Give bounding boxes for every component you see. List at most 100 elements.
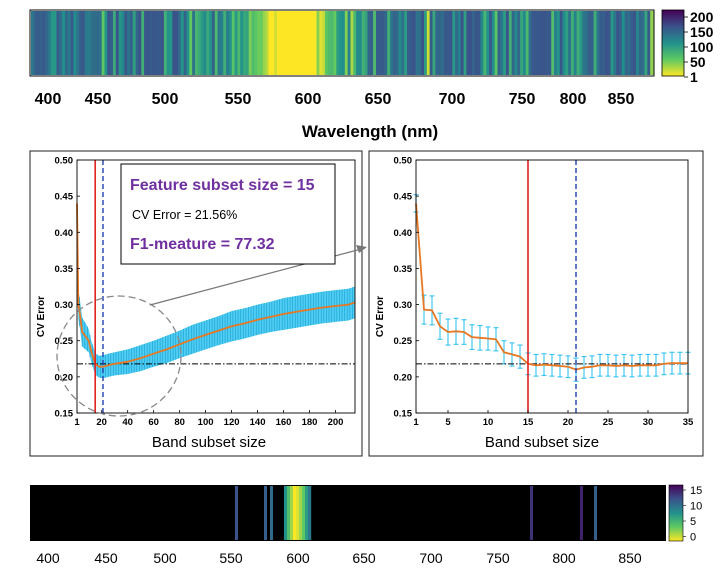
top-strip-band [568, 11, 572, 75]
top-strip-band [435, 11, 439, 75]
x-tick-label: 60 [148, 417, 159, 428]
top-strip-band [115, 11, 120, 75]
top-strip-band [132, 11, 137, 75]
left-chart: 0.150.200.250.300.350.400.450.501 20 40 60 8… [36, 156, 356, 451]
top-strip-band [129, 11, 134, 75]
top-strip-band [59, 11, 63, 75]
cv-error-text: CV Error = 21.56% [132, 208, 237, 222]
bottom-strip-tick-label: 650 [352, 550, 376, 566]
top-colorbar-tick-label: 150 [690, 24, 714, 40]
top-strip-band [517, 11, 521, 75]
top-strip-band [327, 11, 332, 75]
top-strip-band [56, 11, 60, 75]
bottom-strip-band [284, 486, 288, 540]
top-strip-band [206, 11, 210, 75]
bottom-strip-band [264, 486, 267, 540]
top-strip-band [163, 11, 168, 75]
y-tick-label: 0.30 [394, 300, 413, 311]
top-strip-band [325, 11, 329, 75]
top-strip-band [353, 11, 357, 75]
top-colorbar-tick-label: 200 [690, 9, 714, 25]
top-strip-band [186, 11, 190, 75]
top-strip-band [432, 11, 436, 75]
plot-axes-box [76, 159, 356, 414]
top-strip-band [358, 11, 363, 75]
feature-subset-size-text: Feature subset size = 15 [130, 177, 315, 194]
top-strip-band [79, 11, 83, 75]
top-strip-band [604, 11, 609, 75]
top-strip-tick-label: 400 [35, 91, 62, 108]
top-strip-band [53, 11, 57, 75]
top-strip-band [76, 11, 80, 75]
top-strip-band [378, 11, 382, 75]
top-strip-band [373, 11, 377, 75]
top-strip-band [172, 11, 176, 75]
top-strip-band [455, 11, 459, 75]
top-strip-band [514, 11, 518, 75]
top-strip-band [243, 11, 247, 75]
top-strip-band [350, 11, 354, 75]
top-strip-band [590, 11, 595, 75]
top-strip-band [426, 11, 431, 75]
bottom-strip-ticks: 400 450 500 550 600 650 700 750 800 850 [36, 550, 642, 566]
top-strip-band [593, 11, 597, 75]
top-strip-band [446, 11, 450, 75]
top-strip-band [93, 11, 97, 75]
top-strip-band [466, 11, 470, 75]
bottom-colorbar-tick-label: 5 [690, 516, 696, 528]
y-tick-label: 0.25 [394, 336, 413, 347]
top-strip-band [178, 11, 182, 75]
top-strip-band [387, 11, 391, 75]
top-strip-band [361, 11, 366, 75]
top-strip-band [96, 11, 100, 75]
top-strip-band [45, 11, 49, 75]
top-strip-band [613, 11, 617, 75]
top-strip-band [409, 11, 414, 75]
top-strip-band [616, 11, 620, 75]
top-strip-band [407, 11, 411, 75]
top-strip-band [180, 11, 185, 75]
top-strip-band [121, 11, 125, 75]
top-strip-band [285, 11, 289, 75]
top-strip-band [319, 11, 323, 75]
top-strip-band [316, 11, 320, 75]
top-strip-band [342, 11, 346, 75]
y-axis-label: CV Error [375, 296, 386, 337]
cv-error-line [76, 203, 356, 368]
top-strip-band [364, 11, 368, 75]
zoom-circle [56, 295, 182, 417]
top-strip-band [587, 11, 592, 75]
top-strip-band [571, 11, 575, 75]
bottom-strip-band [296, 486, 300, 540]
x-tick-label: 160 [276, 417, 292, 428]
top-strip-band [288, 11, 292, 75]
top-strip-band [647, 11, 651, 75]
top-strip-band [562, 11, 566, 75]
top-strip-band [87, 11, 91, 75]
cv-error-line [415, 203, 688, 371]
bottom-strip-tick-label: 850 [618, 550, 642, 566]
top-strip-band [310, 11, 315, 75]
top-strip-band [200, 11, 204, 75]
top-strip-band [248, 11, 252, 75]
top-strip-band [305, 11, 309, 75]
top-strip-band [486, 11, 490, 75]
top-strip-band [73, 11, 77, 75]
top-strip-band [491, 11, 496, 75]
right-chart-panel [368, 150, 704, 457]
x-tick-label: 20 [563, 417, 574, 428]
top-strip-band [398, 11, 402, 75]
top-strip-band [166, 11, 170, 75]
top-strip-band [483, 11, 487, 75]
top-strip-band [192, 11, 196, 75]
x-tick-label: 180 [302, 417, 318, 428]
top-strip-band [452, 11, 456, 75]
x-tick-label: 80 [174, 417, 185, 428]
top-strip-band [469, 11, 473, 75]
top-strip-band [214, 11, 218, 75]
bottom-strip-band [580, 486, 583, 540]
zoom-arrow-head [356, 245, 367, 253]
top-strip-band [62, 11, 66, 75]
x-tick-label: 5 [445, 417, 451, 428]
top-strip-tick-label: 650 [365, 91, 392, 108]
